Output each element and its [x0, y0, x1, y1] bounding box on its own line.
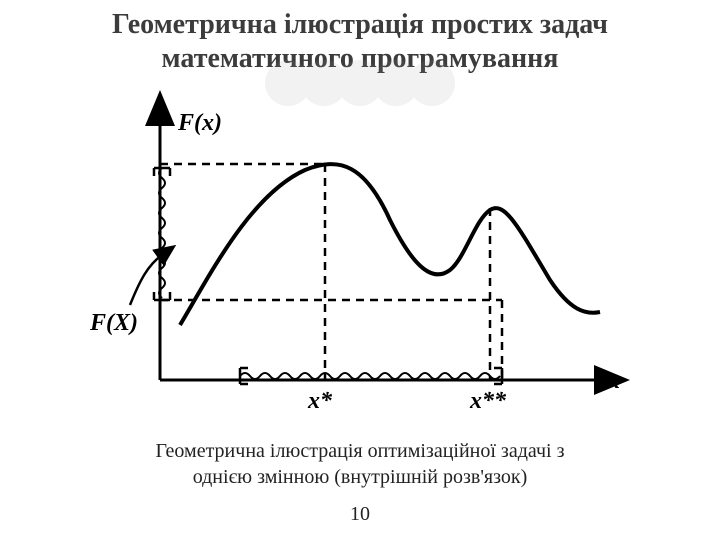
page-number: 10	[350, 503, 370, 526]
x-axis-label: x	[607, 368, 620, 394]
fx-pointer-arrow	[130, 255, 162, 305]
title-line-1: Геометрична ілюстрація простих задач	[10, 8, 710, 42]
x-bracket-left	[240, 368, 248, 384]
diagram-svg: F(x) x F(X) x* x**	[90, 90, 630, 430]
y-bracket-top	[154, 168, 170, 176]
y-bracket-bottom	[154, 292, 170, 300]
y-axis-label: F(x)	[177, 110, 222, 136]
x-dstar-label: x**	[469, 388, 507, 414]
x-star-label: x*	[307, 388, 333, 414]
feasible-x-wave	[240, 373, 500, 379]
caption-line-1: Геометрична ілюстрація оптимізаційної за…	[60, 438, 660, 464]
optimization-diagram: F(x) x F(X) x* x**	[90, 90, 630, 430]
fx-pointer-label: F(X)	[90, 310, 138, 336]
figure-caption: Геометрична ілюстрація оптимізаційної за…	[0, 438, 720, 490]
caption-line-2: однією змінною (внутрішній розв'язок)	[60, 464, 660, 490]
x-bracket-right	[494, 368, 502, 384]
